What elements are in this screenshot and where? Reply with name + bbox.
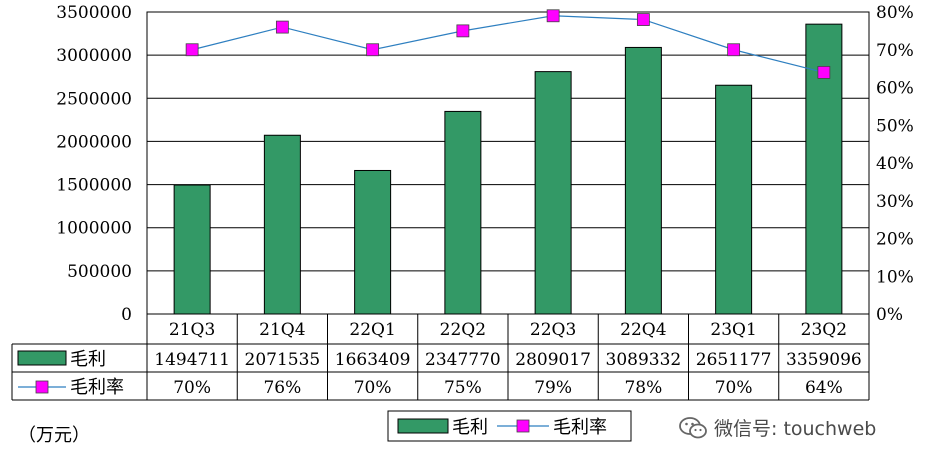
y2-tick-label: 30%	[876, 192, 914, 212]
bar-22Q1	[354, 169, 392, 315]
table-series-label-gross-profit: 毛利	[70, 349, 106, 370]
category-label-22Q2: 22Q2	[440, 320, 486, 340]
data-label-gross-margin-21Q4: 76%	[263, 378, 301, 398]
bar-22Q2	[444, 110, 482, 315]
data-label-gross-margin-22Q3: 79%	[534, 378, 572, 398]
y-tick-label: 0	[121, 305, 132, 325]
gross-margin-line	[191, 15, 825, 73]
y-tick-label: 2500000	[56, 89, 132, 109]
y2-tick-label: 10%	[876, 267, 914, 287]
gross-margin-point-21Q3	[185, 43, 199, 57]
y2-tick-label: 70%	[876, 41, 914, 61]
bar-22Q4	[624, 46, 662, 315]
gross-margin-point-21Q4	[275, 20, 289, 34]
table-key-gross-margin-marker	[35, 380, 49, 394]
y-tick-label: 2000000	[56, 132, 132, 152]
y2-tick-label: 20%	[876, 230, 914, 250]
y-tick-label: 500000	[67, 262, 132, 282]
bar-22Q3	[534, 71, 572, 315]
gross-margin-point-22Q4	[636, 13, 650, 26]
bar-23Q1	[715, 84, 753, 315]
category-label-22Q1: 22Q1	[349, 320, 395, 340]
gross-margin-point-23Q2	[817, 66, 831, 79]
data-label-gross-profit-22Q2: 2347770	[425, 350, 501, 370]
y2-tick-label: 60%	[876, 79, 914, 99]
legend-label-gross-margin: 毛利率	[553, 417, 607, 438]
y2-tick-label: 40%	[876, 154, 914, 174]
bar-21Q4	[263, 134, 301, 315]
data-label-gross-margin-22Q4: 78%	[624, 378, 662, 398]
data-label-gross-profit-23Q2: 3359096	[786, 350, 862, 370]
table-key-gross-profit	[17, 350, 67, 366]
data-label-gross-profit-22Q3: 2809017	[515, 350, 591, 370]
y2-tick-label: 50%	[876, 116, 914, 136]
category-label-21Q3: 21Q3	[169, 320, 215, 340]
legend-key-gross-margin-marker	[516, 419, 530, 433]
y-tick-label: 1000000	[56, 219, 132, 239]
y2-tick-label: 0%	[876, 305, 903, 325]
table-series-label-gross-margin: 毛利率	[70, 377, 124, 398]
data-label-gross-margin-22Q1: 70%	[354, 378, 392, 398]
gross-margin-point-23Q1	[727, 43, 741, 57]
data-label-gross-margin-23Q2: 64%	[805, 378, 843, 398]
data-label-gross-margin-21Q3: 70%	[173, 378, 211, 398]
data-label-gross-profit-22Q1: 1663409	[335, 350, 411, 370]
data-label-gross-margin-23Q1: 70%	[715, 378, 753, 398]
watermark-text: 微信号: touchweb	[714, 418, 877, 440]
legend-label-gross-profit: 毛利	[452, 417, 488, 438]
wechat-icon	[679, 416, 707, 438]
data-label-gross-profit-23Q1: 2651177	[696, 350, 772, 370]
data-label-gross-profit-21Q3: 1494711	[154, 350, 230, 370]
watermark: 微信号: touchweb	[678, 414, 876, 441]
unit-label: （万元）	[18, 425, 90, 446]
data-label-gross-profit-22Q4: 3089332	[606, 350, 682, 370]
data-label-gross-profit-21Q4: 2071535	[245, 350, 321, 370]
category-label-23Q2: 23Q2	[801, 320, 847, 340]
gross-margin-point-22Q1	[366, 43, 380, 57]
category-label-21Q4: 21Q4	[259, 320, 305, 340]
category-label-22Q4: 22Q4	[620, 320, 666, 340]
bar-21Q3	[173, 184, 211, 315]
y-tick-label: 1500000	[56, 176, 132, 196]
category-label-23Q1: 23Q1	[710, 320, 756, 340]
y2-tick-label: 80%	[876, 3, 914, 23]
gross-margin-point-22Q3	[546, 9, 560, 23]
category-label-22Q3: 22Q3	[530, 320, 576, 340]
y-tick-label: 3500000	[56, 3, 132, 23]
plot-frame	[146, 11, 870, 315]
data-label-gross-margin-22Q2: 75%	[444, 378, 482, 398]
y-tick-label: 3000000	[56, 46, 132, 66]
legend-key-gross-profit	[397, 418, 449, 434]
gross-margin-point-22Q2	[456, 24, 470, 38]
